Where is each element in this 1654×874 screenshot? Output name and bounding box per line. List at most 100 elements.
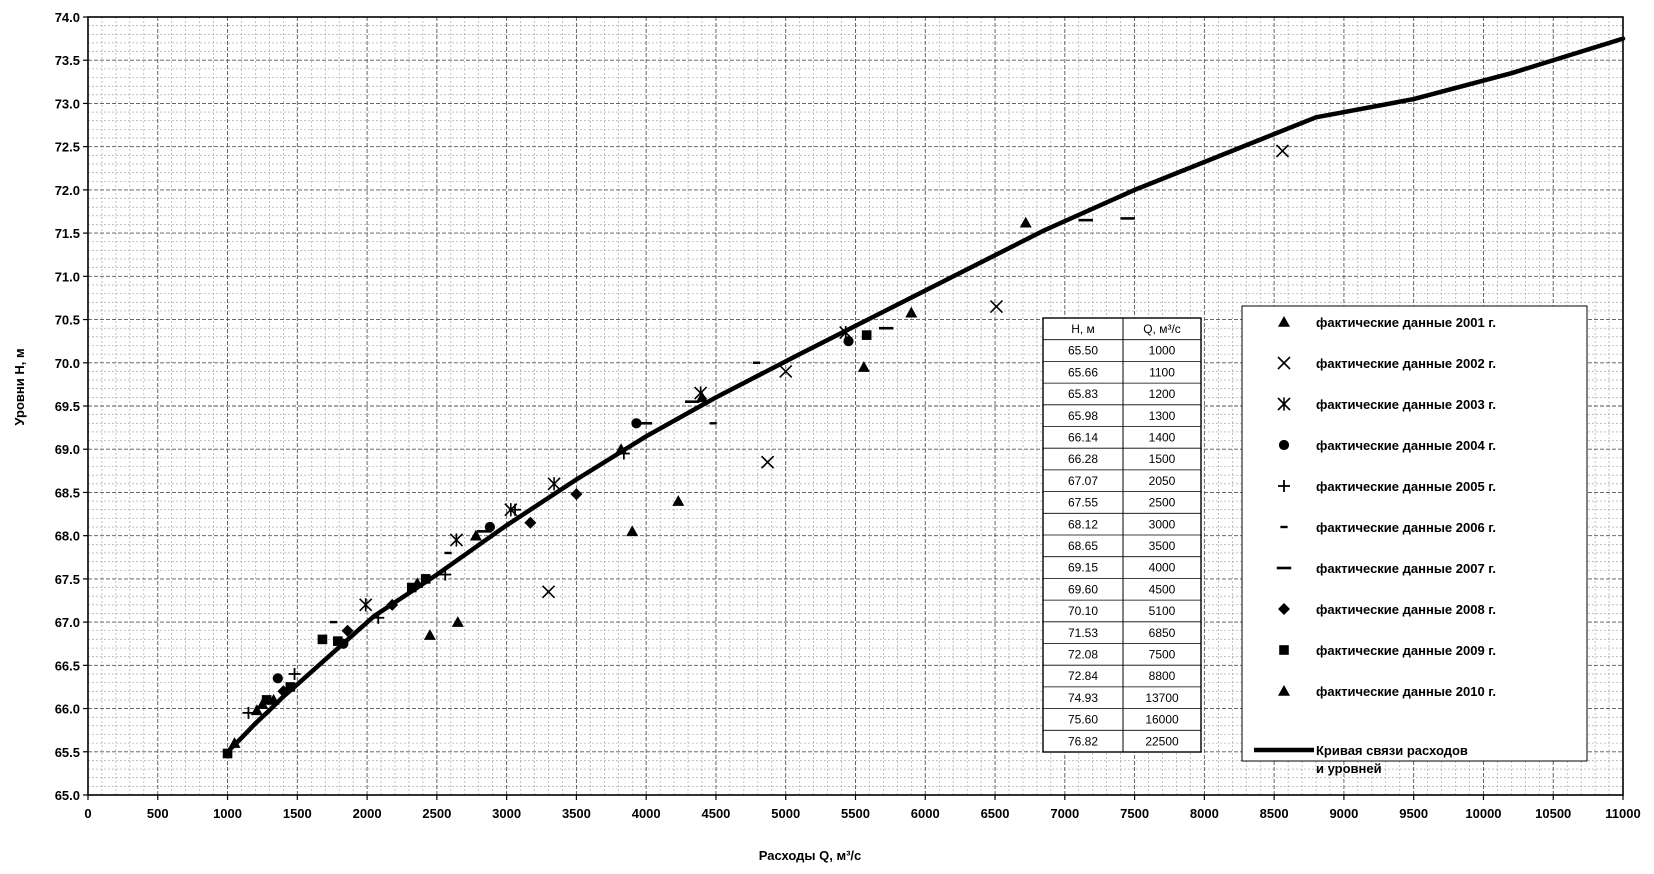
legend-marker — [1280, 525, 1288, 529]
data-point-series-10 — [228, 737, 241, 748]
legend-marker — [1277, 397, 1291, 411]
table-cell-q: 1100 — [1149, 365, 1175, 379]
table-cell-h: 72.84 — [1068, 669, 1098, 683]
x-tick-label: 10000 — [1465, 806, 1501, 821]
data-point-series-5 — [288, 667, 301, 680]
legend-label: фактические данные 2001 г. — [1316, 315, 1496, 330]
data-point-series-2 — [541, 585, 556, 599]
y-axis-title: Уровни H, м — [12, 348, 27, 425]
table-cell-h: 72.08 — [1068, 648, 1098, 662]
legend-label: фактические данные 2005 г. — [1316, 479, 1496, 494]
legend-label: фактические данные 2004 г. — [1316, 438, 1496, 453]
data-point-series-4 — [631, 418, 642, 429]
y-tick-label: 66.5 — [55, 658, 80, 673]
table-cell-q: 3000 — [1149, 517, 1176, 531]
y-tick-label: 70.0 — [55, 356, 80, 371]
table-cell-h: 71.53 — [1068, 626, 1098, 640]
table-header-h: H, м — [1071, 322, 1095, 336]
y-tick-label: 74.0 — [55, 10, 80, 25]
x-tick-label: 5500 — [841, 806, 870, 821]
table-cell-h: 68.12 — [1068, 517, 1098, 531]
table-cell-h: 75.60 — [1068, 713, 1098, 727]
table-cell-h: 65.66 — [1068, 365, 1098, 379]
table-cell-q: 1500 — [1149, 452, 1176, 466]
y-tick-label: 71.0 — [55, 269, 80, 284]
table-cell-h: 66.28 — [1068, 452, 1098, 466]
legend-marker — [1277, 356, 1291, 370]
x-axis-title: Расходы Q, м³/с — [759, 848, 862, 863]
table-cell-h: 67.07 — [1068, 474, 1098, 488]
table-cell-q: 4000 — [1149, 561, 1176, 575]
x-tick-label: 3000 — [492, 806, 521, 821]
table-cell-q: 13700 — [1145, 691, 1179, 705]
data-point-series-8 — [570, 488, 583, 501]
legend-marker — [1278, 316, 1290, 327]
data-point-series-8 — [524, 516, 537, 529]
table-cell-q: 2500 — [1149, 496, 1176, 510]
legend-label: фактические данные 2010 г. — [1316, 684, 1496, 699]
data-point-series-5 — [372, 611, 385, 624]
table-cell-q: 1300 — [1149, 409, 1176, 423]
legend-label: фактические данные 2006 г. — [1316, 520, 1496, 535]
data-point-series-10 — [615, 443, 628, 455]
data-point-series-6 — [444, 551, 452, 555]
y-tick-label: 65.0 — [55, 788, 80, 803]
legend-marker — [1278, 480, 1290, 492]
x-tick-label: 6500 — [981, 806, 1010, 821]
data-point-series-7 — [477, 530, 492, 533]
data-point-series-6 — [709, 422, 717, 425]
table-cell-h: 76.82 — [1068, 734, 1098, 748]
data-point-series-10 — [469, 529, 482, 541]
data-point-series-3 — [547, 477, 561, 491]
data-point-series-10 — [250, 704, 263, 716]
table-cell-q: 1200 — [1149, 387, 1176, 401]
table-cell-q: 2050 — [1149, 474, 1176, 488]
x-tick-label: 2500 — [422, 806, 451, 821]
x-tick-label: 1000 — [213, 806, 242, 821]
x-tick-label: 6000 — [911, 806, 940, 821]
legend-label: фактические данные 2003 г. — [1316, 397, 1496, 412]
x-tick-label: 0 — [84, 806, 91, 821]
table-cell-h: 65.98 — [1068, 409, 1098, 423]
legend-marker — [1278, 439, 1290, 451]
table-cell-h: 68.65 — [1068, 539, 1098, 553]
table-header-q: Q, м³/с — [1143, 322, 1181, 336]
x-tick-label: 8500 — [1260, 806, 1289, 821]
legend-marker — [1278, 603, 1290, 615]
data-point-series-1 — [905, 306, 918, 318]
table-cell-q: 16000 — [1145, 713, 1179, 727]
data-point-series-7 — [685, 400, 700, 403]
data-point-series-1 — [857, 361, 870, 372]
data-point-series-1 — [626, 525, 639, 537]
data-point-series-1 — [451, 616, 464, 627]
table-cell-h: 65.83 — [1068, 387, 1098, 401]
table-cell-q: 1400 — [1149, 431, 1176, 445]
y-tick-label: 69.0 — [55, 442, 80, 457]
table-cell-q: 4500 — [1149, 582, 1176, 596]
data-point-series-9 — [332, 636, 343, 646]
legend-label: Кривая связи расходов — [1316, 743, 1468, 758]
data-point-series-7 — [1078, 218, 1093, 222]
table-cell-h: 67.55 — [1068, 496, 1098, 510]
x-tick-label: 4000 — [632, 806, 661, 821]
data-point-series-6 — [752, 361, 761, 364]
table-cell-q: 5100 — [1149, 604, 1176, 618]
data-point-series-7 — [1120, 217, 1135, 220]
x-tick-label: 1500 — [283, 806, 312, 821]
data-point-series-5 — [439, 568, 452, 581]
data-point-series-2 — [1275, 144, 1290, 158]
y-tick-label: 73.0 — [55, 96, 80, 111]
y-tick-label: 72.0 — [55, 183, 80, 198]
y-tick-label: 71.5 — [55, 226, 80, 241]
table-cell-q: 3500 — [1149, 539, 1176, 553]
data-point-series-1 — [1019, 216, 1032, 228]
data-point-series-1 — [672, 495, 685, 506]
legend-label: и уровней — [1316, 761, 1382, 776]
rating-curve-line — [225, 36, 1626, 755]
table-cell-h: 69.60 — [1068, 582, 1098, 596]
table-cell-h: 70.10 — [1068, 604, 1098, 618]
table-cell-h: 66.14 — [1068, 431, 1098, 445]
table-cell-q: 22500 — [1145, 734, 1179, 748]
